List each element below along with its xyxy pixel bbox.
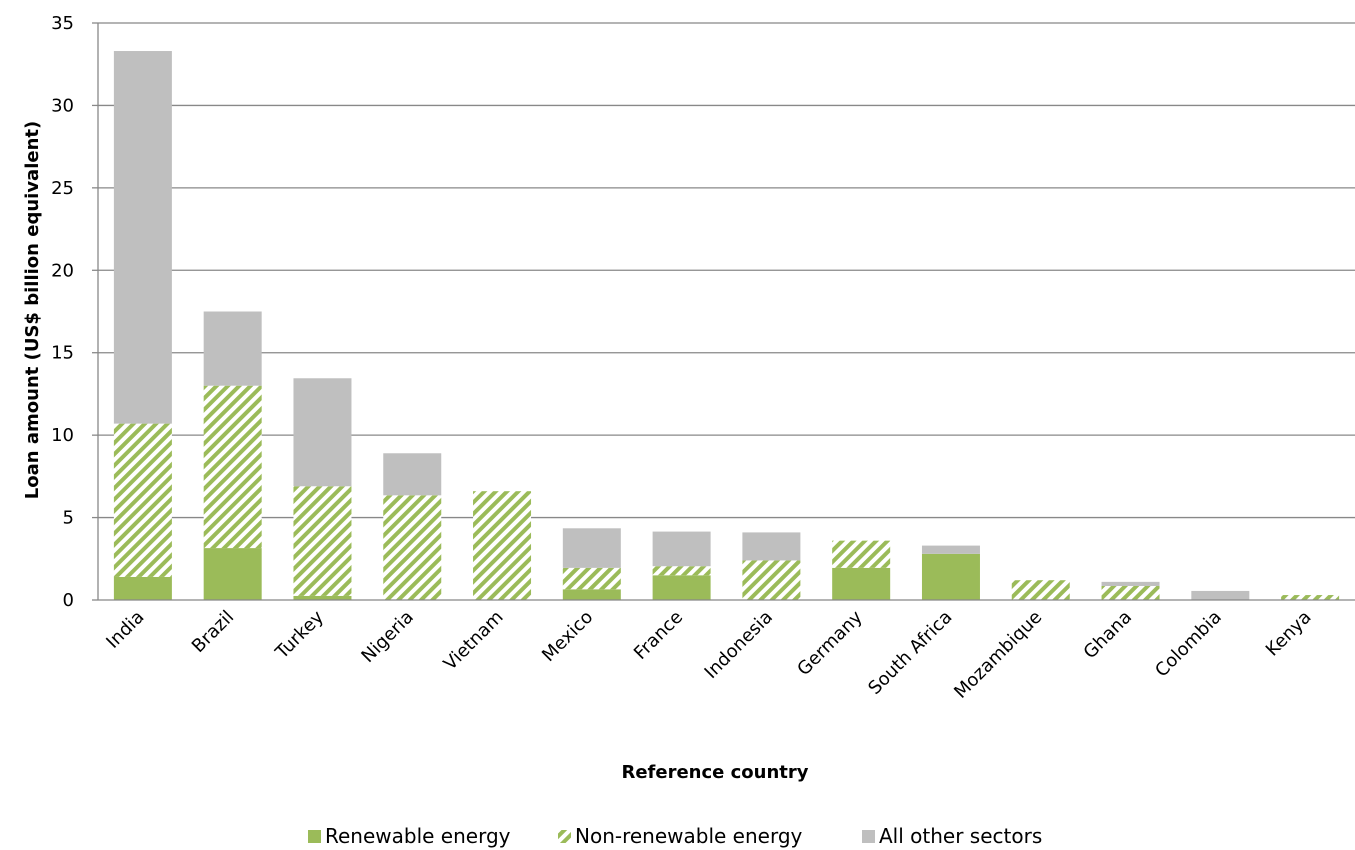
x-tick-label: Vietnam (440, 607, 508, 675)
bar-segment-other (383, 453, 442, 496)
legend-swatch-other (862, 830, 875, 843)
bar-segment-other (742, 532, 801, 561)
y-tick-label: 20 (51, 260, 74, 281)
axes (92, 22, 1355, 601)
x-tick-label: South Africa (864, 607, 956, 699)
x-tick-label: Mexico (538, 607, 597, 666)
y-tick-label: 35 (51, 13, 74, 34)
bar-segment-non-renewable (383, 495, 442, 600)
bar-segment-renewable (652, 575, 711, 600)
bar-segment-renewable (562, 589, 621, 600)
bar-segment-non-renewable (113, 423, 172, 577)
bar-segment-non-renewable (562, 567, 621, 590)
x-tick-label: Germany (793, 606, 867, 680)
bar-segment-non-renewable (832, 540, 891, 568)
bar-segment-non-renewable (1281, 595, 1340, 600)
x-tick-label: France (630, 607, 687, 664)
x-tick-label: Mozambique (950, 607, 1046, 703)
bar-segment-other (921, 545, 980, 554)
legend-label-renewable: Renewable energy (325, 824, 511, 848)
gridlines (98, 22, 1355, 519)
bar-segment-other (652, 531, 711, 567)
bar-segment-non-renewable (473, 491, 532, 600)
bar-segment-other (1101, 581, 1160, 586)
bar-segment-non-renewable (1011, 580, 1070, 600)
legend-item-other: All other sectors (862, 824, 1042, 848)
bar-segment-non-renewable (1101, 585, 1160, 600)
y-tick-labels: 0 5 10 15 20 25 30 35 (51, 13, 74, 611)
y-tick-label: 25 (51, 178, 74, 199)
bar-segment-other (562, 528, 621, 568)
y-tick-label: 15 (51, 343, 74, 364)
legend-swatch-non-renewable (558, 830, 571, 843)
bar-segment-other (1191, 590, 1250, 600)
bars (113, 51, 1340, 600)
x-tick-label: India (102, 607, 148, 653)
legend-item-renewable: Renewable energy (308, 824, 511, 848)
x-tick-label: Nigeria (357, 607, 417, 667)
legend-swatch-renewable (308, 830, 321, 843)
x-tick-label: Colombia (1151, 607, 1226, 682)
bar-segment-renewable (113, 576, 172, 600)
y-tick-label: 5 (63, 508, 74, 529)
bar-segment-renewable (832, 567, 891, 600)
y-tick-label: 0 (63, 590, 74, 611)
bar-segment-other (203, 311, 262, 386)
x-tick-label: Kenya (1262, 607, 1316, 661)
bar-segment-other (293, 378, 352, 487)
y-tick-label: 10 (51, 425, 74, 446)
bar-segment-non-renewable (652, 566, 711, 576)
bar-segment-non-renewable (293, 486, 352, 596)
bar-segment-renewable (203, 548, 262, 600)
bar-segment-other (113, 51, 172, 424)
x-axis-title: Reference country (621, 762, 808, 783)
bar-segment-non-renewable (203, 385, 262, 549)
y-axis-title: Loan amount (US$ billion equivalent) (22, 121, 43, 499)
x-tick-label: Brazil (188, 607, 238, 657)
legend-label-other: All other sectors (879, 824, 1042, 848)
bar-segment-renewable (293, 595, 352, 600)
legend-label-non-renewable: Non-renewable energy (575, 824, 803, 848)
x-tick-label: Indonesia (701, 607, 777, 683)
legend: Renewable energy Non-renewable energy Al… (308, 824, 1042, 848)
x-tick-labels: India Brazil Turkey Nigeria Vietnam Mexico Fra… (102, 606, 1315, 702)
legend-item-non-renewable: Non-renewable energy (558, 824, 803, 848)
y-tick-label: 30 (51, 95, 74, 116)
bar-segment-renewable (921, 553, 980, 600)
x-tick-label: Turkey (271, 606, 328, 663)
bar-segment-non-renewable (742, 560, 801, 600)
x-tick-label: Ghana (1080, 607, 1136, 663)
